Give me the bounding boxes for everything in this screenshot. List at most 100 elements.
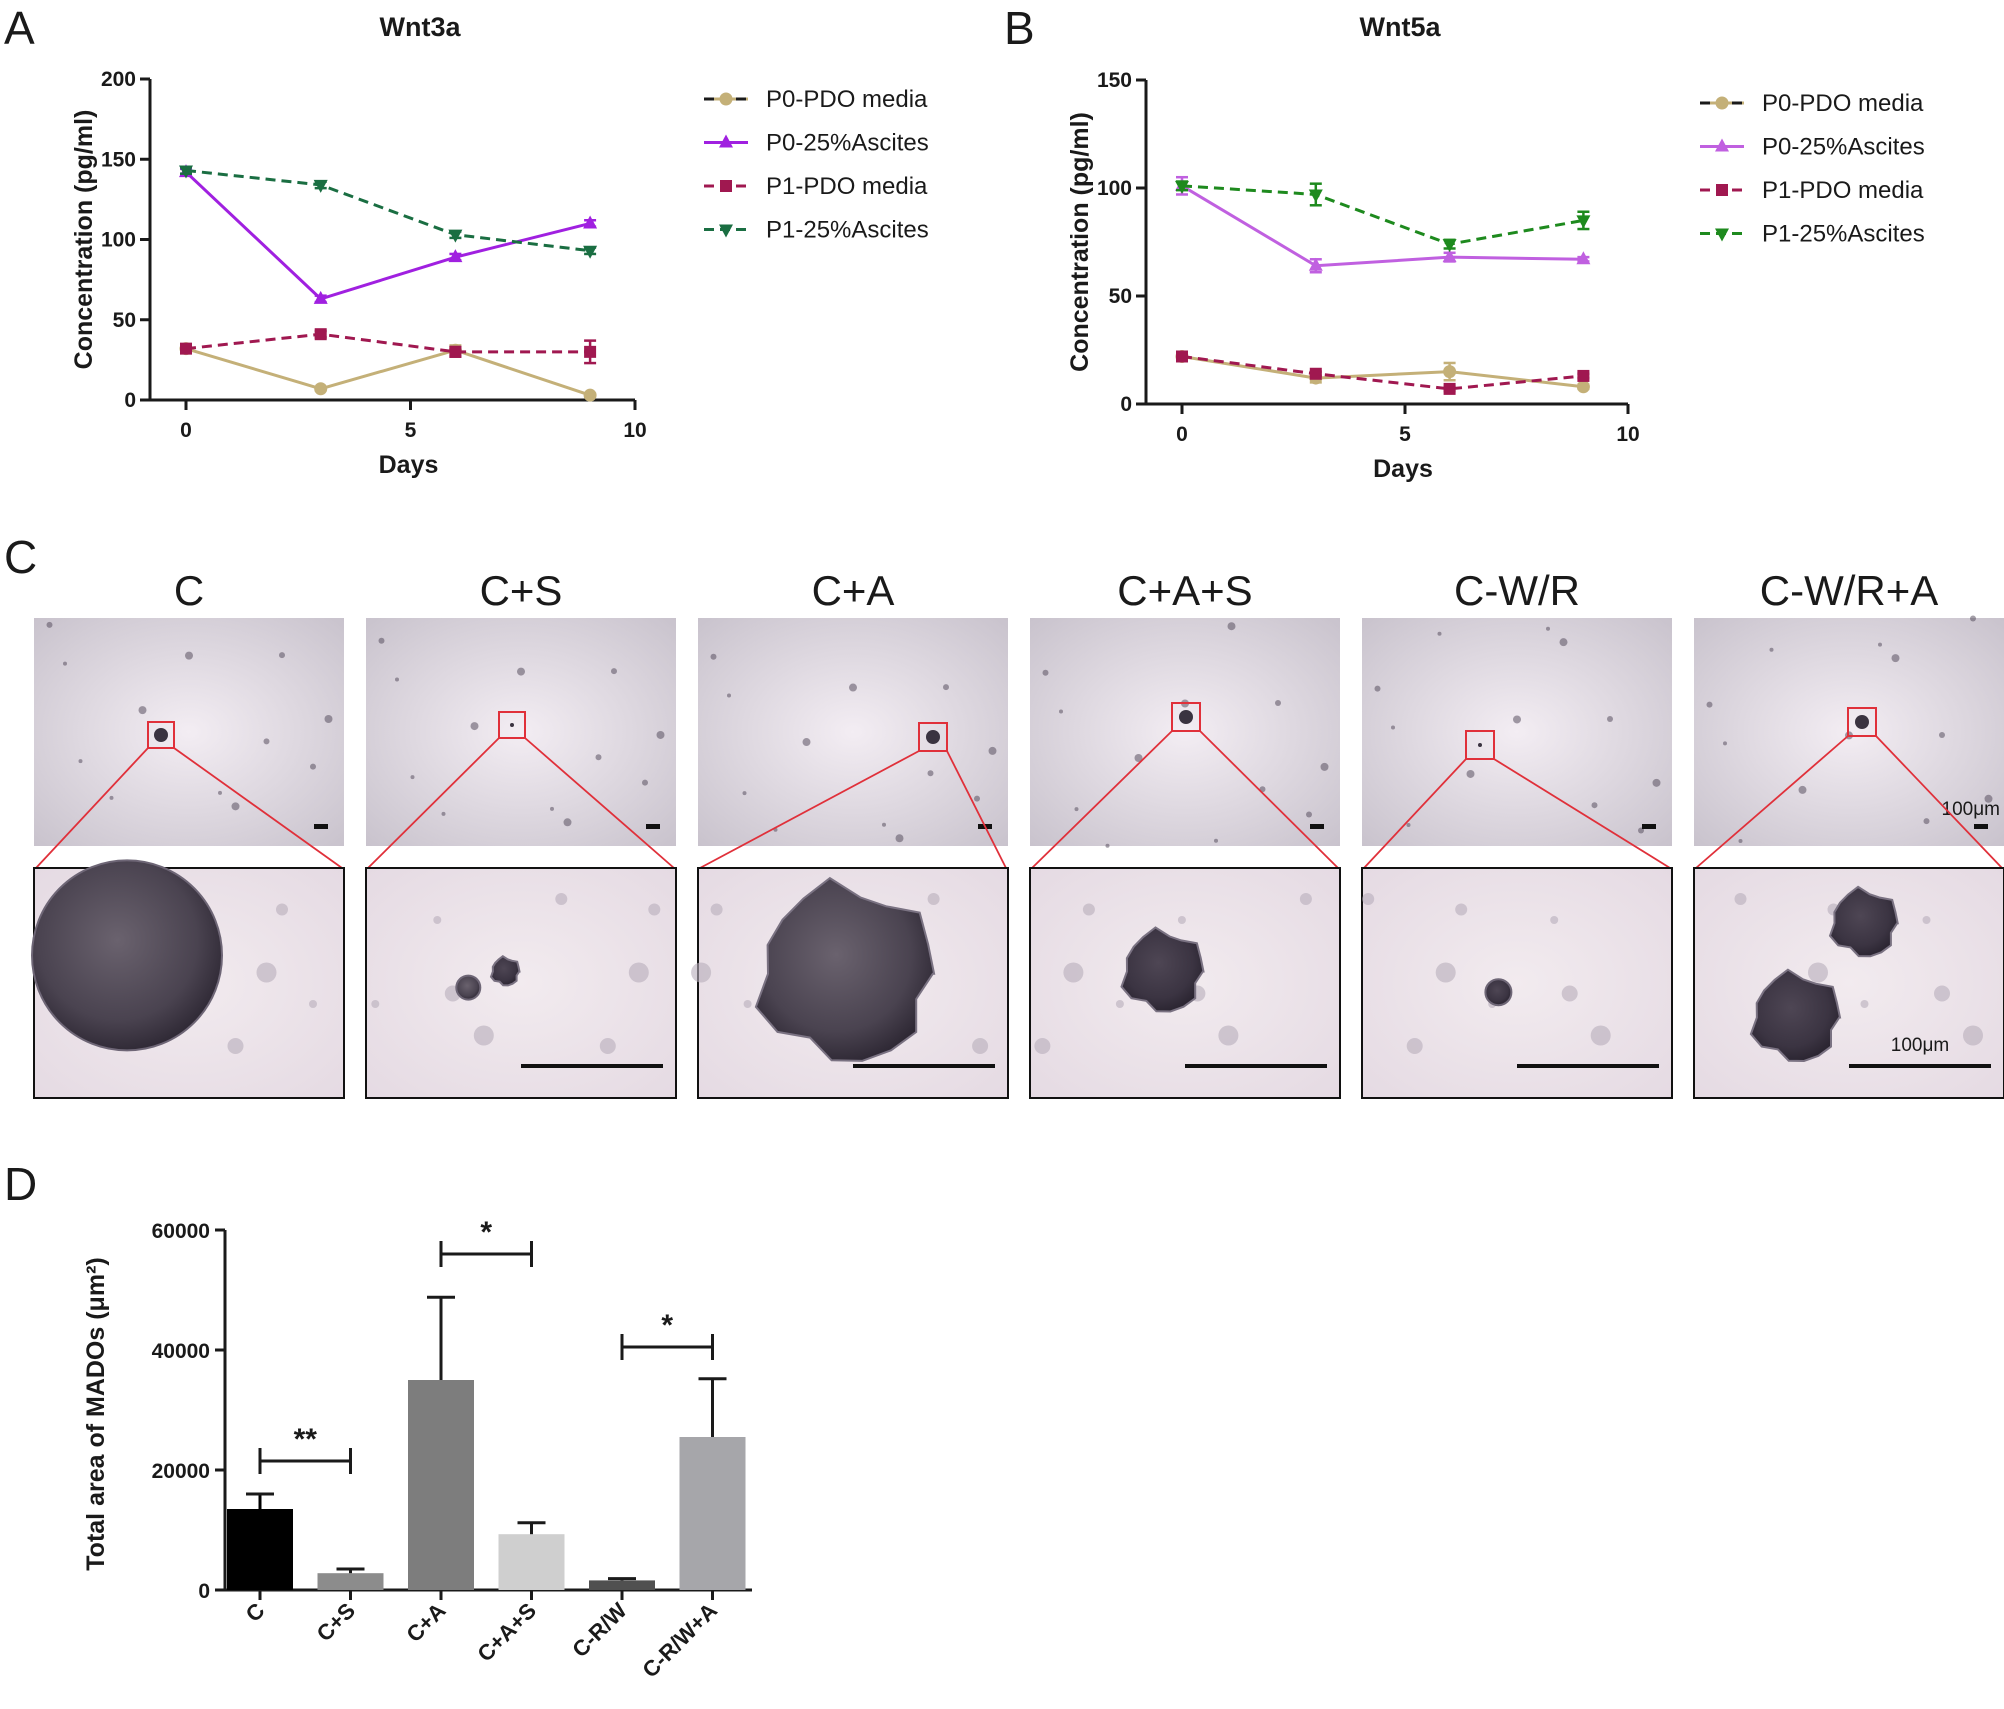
- data-point: [179, 165, 193, 179]
- debris-particle: [691, 962, 712, 983]
- bar: [408, 1380, 474, 1590]
- series-p1-25-ascites: [1175, 180, 1591, 253]
- legend-marker: [719, 92, 733, 106]
- series-line: [184, 170, 591, 301]
- micrograph-column: C+A+S: [1029, 567, 1341, 1099]
- debris-particle: [1922, 916, 1931, 924]
- chart-title: Wnt5a: [1360, 12, 1442, 42]
- debris-speck: [1723, 741, 1727, 746]
- chart-wnt5a: Wnt5a 0 50 100 150 0 5 10 Days Concentration (pg/…: [1066, 12, 1925, 483]
- legend-entry: P1-25%Ascites: [1700, 221, 1925, 248]
- chart-title: Wnt3a: [380, 12, 462, 42]
- debris-speck: [1134, 753, 1143, 762]
- debris-speck: [1513, 715, 1521, 724]
- legend-marker: [1715, 138, 1729, 152]
- debris-speck: [1227, 622, 1236, 631]
- debris-particle: [743, 1000, 752, 1008]
- debris-speck: [563, 818, 572, 827]
- data-point: [1442, 239, 1457, 253]
- debris-speck: [595, 754, 602, 761]
- debris-speck: [927, 770, 934, 777]
- micrograph-panel: C C+S C+A C+A+S C-W/R C-W/R+A 100μm 100μm: [31, 567, 2004, 1099]
- overview-image: [1362, 618, 1672, 846]
- debris-speck: [410, 775, 415, 780]
- debris-speck: [802, 738, 811, 747]
- debris-speck: [517, 667, 525, 676]
- zoom-background: [1361, 867, 1673, 1099]
- x-axis-label: Days: [1373, 455, 1433, 483]
- panel-label-a: A: [4, 2, 35, 54]
- debris-speck: [395, 677, 399, 682]
- panel-label-c: C: [4, 531, 37, 583]
- organoid: [455, 974, 482, 1001]
- debris-speck: [46, 621, 53, 628]
- data-point: [448, 229, 463, 243]
- overview-image: [698, 618, 1008, 846]
- legend-marker: [719, 134, 733, 148]
- series-p1-pdo-media: [1176, 350, 1590, 395]
- y-tick-label: 150: [101, 148, 136, 171]
- debris-speck: [378, 637, 385, 644]
- data-point: [583, 388, 597, 402]
- significance-label: *: [480, 1216, 492, 1249]
- debris-speck: [656, 730, 665, 739]
- debris-particle: [628, 962, 649, 983]
- debris-speck: [1105, 843, 1110, 848]
- x-tick-label: 10: [623, 419, 646, 442]
- y-tick-label: 40000: [152, 1340, 210, 1363]
- zoom-region-box: [1465, 730, 1495, 760]
- debris-speck: [185, 651, 193, 660]
- organoid: [31, 859, 223, 1052]
- debris-particle: [1115, 1000, 1124, 1008]
- legend-marker: [1715, 96, 1729, 110]
- debris-speck: [231, 802, 240, 811]
- scale-bar-label: 100μm: [1891, 1035, 1949, 1056]
- scale-bar: [1310, 824, 1324, 829]
- debris-particle: [1934, 985, 1950, 1002]
- legend-label: P0-25%Ascites: [766, 130, 929, 157]
- series-line: [1181, 354, 1584, 389]
- legend-label: P1-25%Ascites: [1762, 221, 1925, 248]
- data-point: [583, 215, 598, 229]
- data-point: [1576, 251, 1591, 265]
- organoid: [1484, 978, 1513, 1007]
- bar: [679, 1437, 746, 1590]
- significance-label: **: [294, 1423, 318, 1456]
- series-p1-pdo-media: [180, 328, 597, 365]
- organoid-small: [1179, 710, 1193, 724]
- panel-label-d: D: [4, 1158, 37, 1210]
- debris-particle: [1034, 1038, 1051, 1054]
- organoid-small: [510, 723, 514, 727]
- zoom-connector: [524, 737, 675, 869]
- debris-particle: [473, 1025, 494, 1046]
- zoom-region-box: [1171, 702, 1201, 732]
- debris-speck: [324, 715, 333, 724]
- panel-label-b: B: [1004, 2, 1035, 54]
- data-point: [1576, 380, 1590, 394]
- debris-speck: [109, 795, 114, 800]
- debris-speck: [1437, 631, 1442, 636]
- debris-particle: [1561, 985, 1578, 1002]
- debris-speck: [1306, 811, 1312, 818]
- debris-speck: [1769, 647, 1774, 652]
- debris-particle: [1063, 962, 1084, 983]
- legend-label: P0-PDO media: [1762, 90, 1924, 117]
- scale-bar: [1185, 1064, 1327, 1068]
- y-tick-label: 150: [1097, 69, 1132, 92]
- bar: [317, 1573, 384, 1590]
- organoid-small: [926, 730, 940, 744]
- micrograph-column: C: [31, 567, 345, 1099]
- y-axis-label: Total area of MADOs (μm²): [82, 1257, 110, 1570]
- debris-particle: [1299, 893, 1312, 905]
- data-point: [449, 345, 462, 358]
- debris-speck: [1591, 802, 1598, 809]
- zoom-connector: [173, 747, 343, 869]
- column-label: C: [174, 567, 204, 614]
- legend-entry: P1-PDO media: [1700, 177, 1924, 204]
- x-tick-label: 5: [1399, 423, 1411, 446]
- debris-speck: [1320, 762, 1329, 771]
- debris-speck: [1738, 838, 1743, 843]
- series-p0-pdo-media: [1175, 349, 1590, 394]
- y-tick-label: 100: [101, 229, 136, 252]
- x-tick-label: C+S: [312, 1598, 360, 1646]
